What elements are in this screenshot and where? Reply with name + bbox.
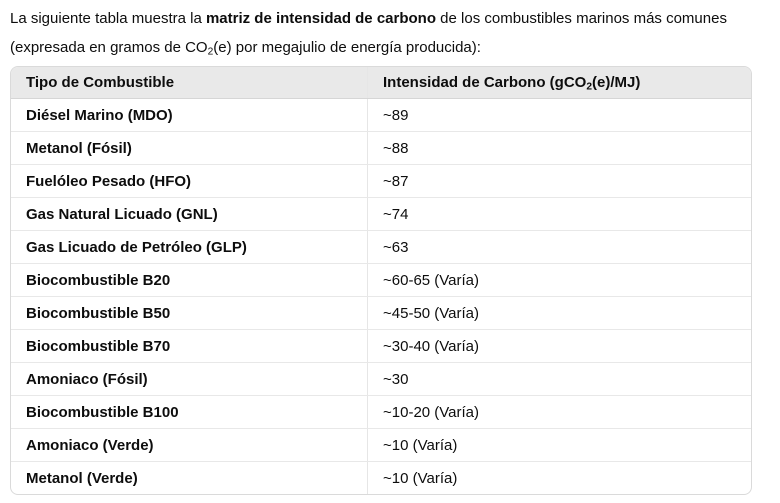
fuel-name-cell: Metanol (Fósil) — [11, 131, 368, 165]
carbon-intensity-value-cell: ~10 (Varía) — [383, 469, 458, 487]
carbon-intensity-table-container: Tipo de Combustible Intensidad de Carbon… — [10, 66, 752, 495]
carbon-intensity-value-cell: ~89 — [367, 98, 751, 132]
intro-text-before-bold: La siguiente tabla muestra la — [10, 10, 206, 27]
fuel-name-cell: Amoniaco (Verde) — [11, 428, 368, 462]
carbon-intensity-value-cell: ~88 — [367, 131, 751, 165]
column-header-fuel-type-label: Tipo de Combustible — [26, 74, 175, 91]
carbon-intensity-value-cell: ~87 — [367, 164, 751, 198]
table-body: Diésel Marino (MDO) ~89 Metanol (Fósil) … — [11, 98, 751, 494]
fuel-name-cell: Biocombustible B50 — [11, 296, 368, 330]
table-row: Metanol (Fósil) ~88 — [11, 131, 751, 165]
carbon-intensity-value-cell: ~30-40 (Varía) — [367, 329, 751, 363]
fuel-name-cell: Diésel Marino (MDO) — [11, 98, 368, 132]
table-row: Amoniaco (Verde) ~10 (Varía) — [11, 428, 751, 462]
column-header-carbon-intensity-post: (e)/MJ) — [592, 74, 641, 91]
fuel-name-cell: Gas Licuado de Petróleo (GLP) — [11, 230, 368, 264]
carbon-intensity-value-cell: ~10-20 (Varía) — [367, 395, 751, 429]
table-header-row: Tipo de Combustible Intensidad de Carbon… — [11, 67, 751, 99]
carbon-intensity-value-cell: ~10 (Varía) — [367, 428, 751, 462]
table-row: Diésel Marino (MDO) ~89 — [11, 98, 751, 132]
intro-bold-phrase: matriz de intensidad de carbono — [205, 10, 436, 27]
column-header-co2-subscript: 2 — [586, 81, 593, 93]
carbon-intensity-value-cell: ~63 — [367, 230, 751, 264]
column-header-fuel-type: Tipo de Combustible — [11, 67, 368, 99]
table-row: Biocombustible B20 ~60-65 (Varía) — [11, 263, 751, 297]
intro-text-after-bold: de los combustibles marinos más comunes … — [10, 10, 727, 56]
table-row: Biocombustible B100 ~10-20 (Varía) — [11, 395, 751, 429]
table-row: Gas Natural Licuado (GNL) ~74 — [11, 197, 751, 231]
intro-text-after-subscript: (e) por megajulio de energía producida): — [213, 39, 481, 56]
intro-paragraph: La siguiente tabla muestra la matriz de … — [0, 0, 780, 62]
fuel-name-cell: Fuelóleo Pesado (HFO) — [11, 164, 368, 198]
intro-co2-subscript: 2 — [207, 46, 214, 58]
table-row: Biocombustible B50 ~45-50 (Varía) — [11, 296, 751, 330]
fuel-name-cell: Biocombustible B100 — [11, 395, 368, 429]
carbon-intensity-table: Tipo de Combustible Intensidad de Carbon… — [11, 67, 751, 494]
fuel-name-cell: Amoniaco (Fósil) — [11, 362, 368, 396]
column-header-carbon-intensity-pre: Intensidad de Carbono (gCO — [383, 74, 587, 91]
table-row: Metanol (Verde) ~10 (Varía) — [11, 461, 751, 494]
table-row: Biocombustible B70 ~30-40 (Varía) — [11, 329, 751, 363]
table-header: Tipo de Combustible Intensidad de Carbon… — [11, 67, 751, 99]
carbon-intensity-value-cell: ~60-65 (Varía) — [367, 263, 751, 297]
table-row: Gas Licuado de Petróleo (GLP) ~63 — [11, 230, 751, 264]
table-row: Amoniaco (Fósil) ~30 — [11, 362, 751, 396]
carbon-intensity-value-cell: ~74 — [367, 197, 751, 231]
fuel-name-cell: Biocombustible B20 — [11, 263, 368, 297]
carbon-intensity-value-cell: ~30 — [367, 362, 751, 396]
column-header-carbon-intensity: Intensidad de Carbono (gCO2(e)/MJ) — [367, 67, 751, 99]
table-row: Fuelóleo Pesado (HFO) ~87 — [11, 164, 751, 198]
fuel-name-cell: Biocombustible B70 — [11, 329, 368, 363]
fuel-name-cell: Metanol (Verde) — [11, 461, 368, 494]
carbon-intensity-value-cell: ~45-50 (Varía) — [367, 296, 751, 330]
fuel-name-cell: Gas Natural Licuado (GNL) — [11, 197, 368, 231]
